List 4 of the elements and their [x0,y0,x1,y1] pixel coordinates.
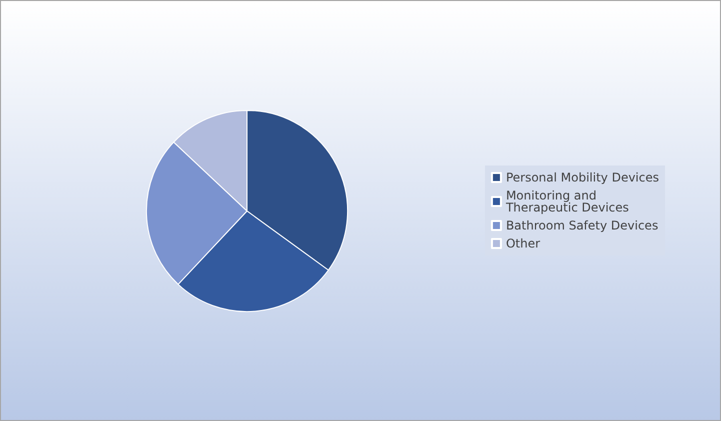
legend-label: Bathroom Safety Devices [506,218,658,232]
legend-label: Other [506,236,540,250]
legend-label: Monitoring and Therapeutic Devices [504,188,629,214]
legend-label: Personal Mobility Devices [506,170,660,184]
